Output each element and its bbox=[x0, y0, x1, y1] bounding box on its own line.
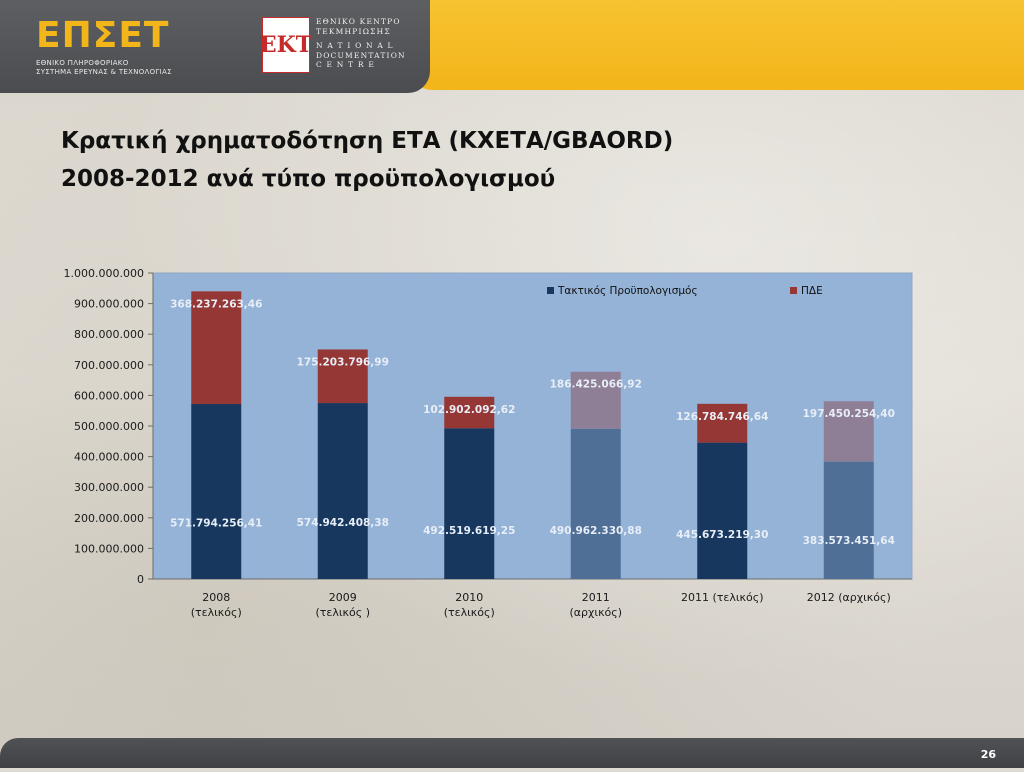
y-tick-label: 500.000.000 bbox=[74, 420, 144, 433]
y-tick-label: 0 bbox=[137, 573, 144, 586]
plot-area bbox=[152, 272, 913, 580]
bar-pde bbox=[697, 403, 748, 443]
x-tick-label: 2008 bbox=[202, 591, 230, 604]
epset-subtitle-line-1: ΕΘΝΙΚΟ ΠΛΗΡΟΦΟΡΙΑΚΟ bbox=[36, 59, 129, 67]
bar-regular-budget bbox=[697, 442, 748, 579]
ekt-badge: ΕΚΤ bbox=[260, 17, 312, 73]
x-tick-label: 2012 (αρχικός) bbox=[807, 591, 891, 604]
bars bbox=[191, 291, 874, 579]
legend-swatch bbox=[790, 287, 797, 294]
bar-regular-budget bbox=[570, 428, 621, 579]
epset-subtitle-line-2: ΣΥΣΤΗΜΑ ΕΡΕΥΝΑΣ & ΤΕΧΝΟΛΟΓΙΑΣ bbox=[36, 68, 172, 76]
y-tick-label: 1.000.000.000 bbox=[64, 267, 144, 280]
bar-regular-budget bbox=[317, 403, 368, 579]
ekt-logo-text: ΕΘΝΙΚΟ ΚΕΝΤΡΟ ΤΕΚΜΗΡΙΩΣΗΣ N A T I O N A … bbox=[316, 17, 406, 70]
data-label-pde: 197.450.254,40 bbox=[803, 408, 895, 420]
bar-pde bbox=[317, 349, 368, 404]
x-tick-label: 2011 (τελικός) bbox=[681, 591, 764, 604]
slide-title: Κρατική χρηματοδότηση ΕΤΑ (ΚΧΕΤΑ/GBAORD)… bbox=[61, 122, 961, 198]
legend-item-regular-budget: Τακτικός Προϋπολογισμός bbox=[557, 285, 698, 297]
ekt-text-line-1: ΕΘΝΙΚΟ ΚΕΝΤΡΟ bbox=[316, 17, 401, 26]
y-tick-label: 700.000.000 bbox=[74, 359, 144, 372]
x-tick-label: 2011 bbox=[582, 591, 610, 604]
epset-logo-text: ΕΠΣΕΤ bbox=[36, 15, 170, 56]
bar-regular-budget bbox=[823, 461, 874, 579]
y-tick-label: 600.000.000 bbox=[74, 389, 144, 402]
data-label-pde: 368.237.263,46 bbox=[170, 298, 262, 310]
legend: Τακτικός Προϋπολογισμός ΠΔΕ bbox=[547, 285, 823, 297]
x-tick-label: (τελικός) bbox=[444, 606, 495, 619]
bar-pde bbox=[444, 396, 495, 429]
bar-pde bbox=[823, 401, 874, 462]
ekt-text-line-5: C E N T R E bbox=[316, 60, 376, 69]
x-axis-labels: 2008 (τελικός) 2009 (τελικός ) 2010 (τελικός)… bbox=[191, 591, 891, 619]
x-tick-label: (τελικός) bbox=[191, 606, 242, 619]
data-label-regular-budget: 571.794.256,41 bbox=[170, 518, 262, 530]
page-number: 26 bbox=[980, 748, 996, 761]
header-logo-band bbox=[0, 0, 430, 93]
y-axis: 0 100.000.000 200.000.000 300.000.000 400.00… bbox=[64, 267, 912, 586]
y-tick-label: 900.000.000 bbox=[74, 298, 144, 311]
data-label-regular-budget: 574.942.408,38 bbox=[297, 517, 389, 529]
x-tick-label: (αρχικός) bbox=[569, 606, 622, 619]
y-tick-label: 400.000.000 bbox=[74, 451, 144, 464]
data-label-pde: 186.425.066,92 bbox=[550, 379, 642, 391]
data-label-pde: 175.203.796,99 bbox=[297, 356, 389, 368]
data-labels: 571.794.256,41 368.237.263,46 574.942.408,… bbox=[170, 298, 895, 546]
x-tick-label: (τελικός ) bbox=[315, 606, 370, 619]
epset-logo: ΕΠΣΕΤ ΕΘΝΙΚΟ ΠΛΗΡΟΦΟΡΙΑΚΟ ΣΥΣΤΗΜΑ ΕΡΕΥΝΑ… bbox=[36, 16, 172, 77]
ekt-logo: ΕΚΤ ΕΘΝΙΚΟ ΚΕΝΤΡΟ ΤΕΚΜΗΡΙΩΣΗΣ N A T I O … bbox=[260, 17, 406, 73]
data-label-regular-budget: 490.962.330,88 bbox=[550, 525, 642, 537]
legend-swatch bbox=[547, 287, 554, 294]
ekt-text-line-2: ΤΕΚΜΗΡΙΩΣΗΣ bbox=[316, 26, 391, 36]
data-label-regular-budget: 383.573.451,64 bbox=[803, 535, 895, 547]
data-label-pde: 126.784.746,64 bbox=[676, 411, 768, 423]
ekt-text-line-4: DOCUMENTATION bbox=[316, 50, 406, 60]
y-tick-label: 200.000.000 bbox=[74, 512, 144, 525]
x-tick-label: 2009 bbox=[329, 591, 357, 604]
x-tick-label: 2010 bbox=[455, 591, 483, 604]
data-label-pde: 102.902.092,62 bbox=[423, 404, 515, 416]
data-label-regular-budget: 445.673.219,30 bbox=[676, 529, 768, 541]
bar-pde bbox=[191, 291, 242, 405]
data-label-regular-budget: 492.519.619,25 bbox=[423, 525, 515, 537]
legend-item-pde: ΠΔΕ bbox=[801, 285, 823, 297]
y-tick-label: 100.000.000 bbox=[74, 542, 144, 555]
y-tick-label: 300.000.000 bbox=[74, 481, 144, 494]
bar-regular-budget bbox=[444, 428, 495, 579]
slide-title-line-1: Κρατική χρηματοδότηση ΕΤΑ (ΚΧΕΤΑ/GBAORD) bbox=[61, 128, 674, 154]
epset-logo-subtitle: ΕΘΝΙΚΟ ΠΛΗΡΟΦΟΡΙΑΚΟ ΣΥΣΤΗΜΑ ΕΡΕΥΝΑΣ & ΤΕ… bbox=[36, 59, 172, 77]
bar-regular-budget bbox=[191, 404, 242, 579]
y-tick-label: 800.000.000 bbox=[74, 328, 144, 341]
ekt-text-line-3: N A T I O N A L bbox=[316, 41, 394, 50]
bar-pde bbox=[570, 371, 621, 429]
slide-title-line-2: 2008-2012 ανά τύπο προϋπολογισμού bbox=[61, 166, 556, 192]
header-accent-band bbox=[410, 0, 1024, 90]
footer-bar: 26 bbox=[0, 738, 1024, 768]
